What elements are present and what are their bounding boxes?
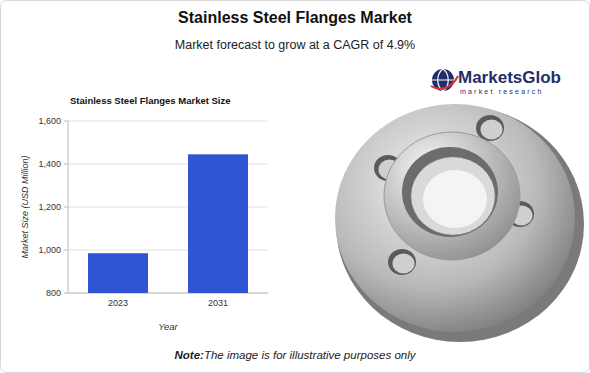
bar (188, 154, 248, 293)
y-tick-label: 800 (46, 288, 61, 298)
subtitle: Market forecast to grow at a CAGR of 4.9… (175, 38, 415, 52)
logo-name: MarketsGlob (458, 68, 561, 87)
bolt-hole-inner (481, 120, 503, 140)
chart: Stainless Steel Flanges Market Size 800 1,… (20, 95, 268, 332)
y-tick-label: 1,200 (38, 202, 61, 212)
flange-image (335, 104, 584, 342)
logo: MarketsGlobmarket research (431, 68, 561, 95)
tick-mark (64, 250, 68, 251)
y-tick-label: 1,600 (38, 116, 61, 126)
tick-mark (64, 121, 68, 122)
logo-swoosh (431, 76, 458, 89)
tick-mark (64, 207, 68, 208)
note-label: Note: (175, 349, 205, 361)
logo-tagline: market research (460, 88, 544, 95)
x-axis-label: Year (158, 321, 178, 332)
grid-line (68, 121, 268, 122)
x-tick-label: 2023 (108, 298, 128, 308)
tick-mark (64, 164, 68, 165)
note-text: The image is for illustrative purposes o… (204, 349, 417, 361)
bar (88, 253, 148, 293)
bolt-hole (388, 249, 416, 275)
x-tick-label: 2031 (208, 298, 228, 308)
bore (402, 147, 498, 237)
y-axis-label: Market Size (USD Million) (20, 155, 30, 258)
y-tick-label: 1,400 (38, 159, 61, 169)
chart-title: Stainless Steel Flanges Market Size (70, 95, 231, 106)
hub (384, 132, 520, 260)
y-axis (68, 121, 69, 293)
bore-light (423, 170, 487, 228)
tick-mark (64, 293, 68, 294)
title: Stainless Steel Flanges Market (178, 9, 413, 26)
page: Stainless Steel Flanges Market Market for… (0, 0, 590, 373)
card (1, 1, 590, 373)
note: Note:The image is for illustrative purpo… (175, 349, 417, 361)
bolt-hole-inner (393, 254, 415, 274)
bars (88, 154, 248, 293)
y-tick-label: 1,000 (38, 245, 61, 255)
thread (411, 157, 495, 235)
flange-face (335, 104, 575, 332)
